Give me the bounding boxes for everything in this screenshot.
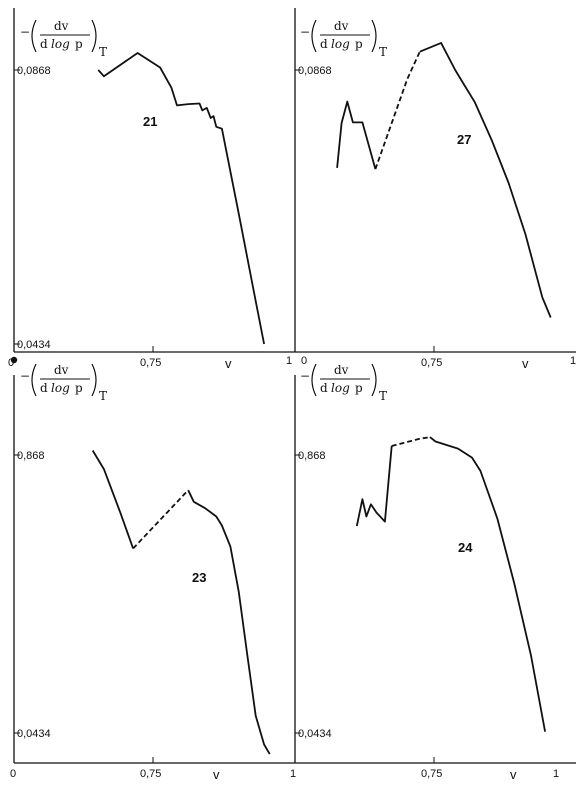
- panel-27-y-tick-top: 0,0868: [298, 65, 332, 77]
- y-label-denominator-p: p: [75, 37, 83, 51]
- y-label-denominator-d: d: [40, 37, 48, 51]
- curve-23-segment-3: [187, 489, 271, 755]
- y-label-numerator: dv: [54, 19, 69, 33]
- y-label-denominator-d: d: [320, 37, 328, 51]
- panel-21-y-label: − dv d log p T: [20, 19, 107, 59]
- y-label-numerator: dv: [334, 19, 349, 33]
- panel-21-x-tick-075: 0,75: [140, 357, 161, 369]
- y-label-close-paren: [371, 363, 377, 397]
- curve-label-23: 23: [192, 570, 206, 585]
- y-label-open-paren: [31, 19, 37, 53]
- curve-21-segment-1: [97, 52, 265, 345]
- y-label-denominator-d: d: [40, 381, 48, 395]
- y-label-minus: −: [300, 25, 310, 39]
- panel-24-y-tick-bottom: 0,0434: [298, 728, 332, 740]
- curve-24-segment-1: [355, 445, 393, 527]
- curve-24-segment-3: [429, 436, 546, 732]
- y-label-close-paren: [371, 19, 377, 53]
- curve-24-segment-2: [391, 436, 431, 447]
- panel-27-y-label: − dv d log p T: [300, 19, 387, 59]
- panel-24-x-tick-075: 0,75: [421, 768, 442, 780]
- panel-24-y-tick-top: 0,868: [298, 450, 326, 462]
- panel-24-y-label: − dv d log p T: [300, 363, 387, 403]
- panel-21-y-tick-bottom: 0,0434: [17, 339, 51, 351]
- curve-27-segment-1: [336, 100, 377, 170]
- panel-21-x-tick-1: 1: [286, 355, 292, 367]
- curve-label-27: 27: [457, 132, 471, 147]
- panel-23-x-tick-0: 0: [10, 768, 16, 780]
- y-label-open-paren: [311, 363, 317, 397]
- y-label-numerator: dv: [54, 363, 69, 377]
- panel-23-x-label: v: [213, 767, 220, 782]
- y-label-denominator-p: p: [355, 381, 363, 395]
- y-label-open-paren: [31, 363, 37, 397]
- origin-marker: [10, 356, 18, 364]
- y-label-close-paren: [91, 19, 97, 53]
- panel-24-x-tick-1: 1: [553, 768, 559, 780]
- y-label-denominator-log: log: [331, 37, 350, 51]
- panel-27-x-tick-0: 0: [301, 355, 307, 367]
- curve-label-24: 24: [458, 540, 473, 555]
- curve-27-segment-2: [374, 51, 421, 170]
- panel-27-x-tick-1: 1: [570, 355, 576, 367]
- panel-21-x-label: v: [225, 356, 232, 371]
- tick-marks: [14, 69, 435, 763]
- y-label-minus: −: [20, 369, 30, 383]
- y-label-denominator-p: p: [75, 381, 83, 395]
- curve-23-segment-2: [132, 489, 189, 550]
- y-label-minus: −: [20, 25, 30, 39]
- panel-21-axes: [13, 8, 295, 353]
- panel-23-axes: [13, 375, 295, 764]
- y-label-minus: −: [300, 369, 310, 383]
- curve-label-21: 21: [143, 114, 157, 129]
- curve-23-segment-1: [91, 450, 134, 549]
- y-label-close-paren: [91, 363, 97, 397]
- panel-21-y-tick-top: 0,0868: [17, 65, 51, 77]
- y-label-denominator-log: log: [51, 37, 70, 51]
- y-label-subscript: T: [99, 45, 107, 59]
- panel-21-x-tick-0: 0: [8, 357, 14, 369]
- panel-27-x-tick-075: 0,75: [421, 357, 442, 369]
- panel-24-axes: [294, 375, 576, 764]
- panel-27-axes: [294, 8, 576, 353]
- y-label-subscript: T: [379, 45, 387, 59]
- y-label-subscript: T: [99, 389, 107, 403]
- y-label-open-paren: [311, 19, 317, 53]
- panel-23-x-tick-1: 1: [290, 768, 296, 780]
- y-label-subscript: T: [379, 389, 387, 403]
- y-label-denominator-log: log: [51, 381, 70, 395]
- panel-23-y-tick-bottom: 0,0434: [17, 728, 51, 740]
- panel-24-x-label: v: [510, 767, 517, 782]
- y-label-denominator-p: p: [355, 37, 363, 51]
- curves-layer: [91, 42, 552, 755]
- panel-23-x-tick-075: 0,75: [140, 768, 161, 780]
- y-label-denominator-log: log: [331, 381, 350, 395]
- y-label-denominator-d: d: [320, 381, 328, 395]
- panel-23-y-label: − dv d log p T: [20, 363, 107, 403]
- panel-23-y-tick-top: 0,868: [17, 450, 45, 462]
- panel-27-x-label: v: [522, 356, 529, 371]
- y-label-numerator: dv: [334, 363, 349, 377]
- curve-27-segment-3: [419, 42, 552, 318]
